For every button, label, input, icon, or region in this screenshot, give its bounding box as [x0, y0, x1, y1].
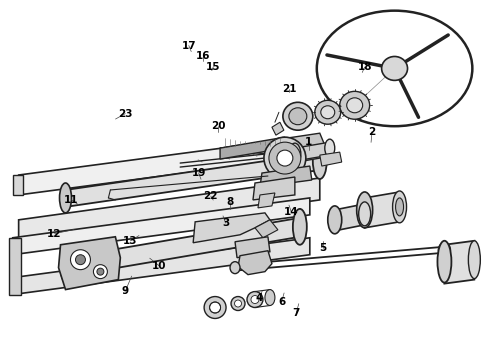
Ellipse shape [269, 142, 301, 174]
Polygon shape [235, 237, 270, 258]
Ellipse shape [328, 206, 342, 234]
Text: 17: 17 [181, 41, 196, 50]
Text: 22: 22 [203, 191, 218, 201]
Ellipse shape [347, 98, 363, 113]
Text: 4: 4 [256, 293, 263, 303]
Ellipse shape [438, 241, 451, 283]
Polygon shape [295, 142, 330, 161]
Polygon shape [66, 218, 300, 276]
Polygon shape [335, 204, 365, 231]
Text: 12: 12 [47, 229, 62, 239]
Text: 20: 20 [211, 121, 225, 131]
Text: 1: 1 [305, 138, 312, 147]
Polygon shape [253, 177, 295, 200]
Ellipse shape [321, 106, 335, 119]
Polygon shape [66, 153, 320, 207]
Ellipse shape [204, 297, 226, 319]
Text: 7: 7 [293, 308, 300, 318]
Polygon shape [255, 220, 278, 238]
Polygon shape [13, 198, 310, 255]
Ellipse shape [61, 254, 71, 282]
Polygon shape [13, 238, 310, 294]
Ellipse shape [283, 102, 313, 130]
Polygon shape [9, 238, 21, 294]
Text: 19: 19 [192, 168, 206, 178]
Ellipse shape [235, 300, 242, 307]
Ellipse shape [293, 209, 307, 245]
Text: 16: 16 [196, 51, 211, 61]
Polygon shape [238, 251, 272, 275]
Ellipse shape [325, 139, 335, 157]
Ellipse shape [340, 91, 369, 119]
Polygon shape [220, 137, 285, 159]
Ellipse shape [315, 100, 341, 124]
Text: 2: 2 [368, 127, 376, 136]
Ellipse shape [251, 296, 259, 303]
Ellipse shape [357, 192, 372, 228]
Text: 5: 5 [319, 243, 327, 253]
Ellipse shape [230, 262, 240, 274]
Ellipse shape [395, 198, 404, 216]
Polygon shape [260, 166, 312, 187]
Polygon shape [258, 193, 275, 208]
Text: 23: 23 [118, 109, 132, 119]
Text: 10: 10 [152, 261, 167, 271]
Ellipse shape [231, 297, 245, 310]
Ellipse shape [289, 143, 301, 165]
Text: 14: 14 [284, 207, 299, 217]
Text: 6: 6 [278, 297, 285, 307]
Ellipse shape [392, 191, 407, 223]
Polygon shape [13, 175, 23, 195]
Text: 8: 8 [227, 197, 234, 207]
Text: 13: 13 [123, 236, 137, 246]
Text: 11: 11 [64, 195, 79, 205]
Ellipse shape [313, 143, 327, 179]
Polygon shape [220, 133, 325, 165]
Text: 3: 3 [222, 218, 229, 228]
Ellipse shape [264, 137, 306, 179]
Polygon shape [19, 135, 320, 195]
Polygon shape [320, 152, 342, 166]
Ellipse shape [277, 150, 293, 166]
Polygon shape [58, 237, 121, 289]
Ellipse shape [210, 302, 220, 313]
Ellipse shape [439, 243, 450, 257]
Ellipse shape [468, 241, 480, 279]
Ellipse shape [71, 250, 91, 270]
Ellipse shape [289, 108, 307, 125]
Ellipse shape [94, 265, 107, 279]
Polygon shape [272, 122, 284, 135]
Ellipse shape [247, 292, 263, 307]
Polygon shape [193, 213, 270, 243]
Text: 21: 21 [282, 84, 296, 94]
Text: 15: 15 [206, 62, 220, 72]
Ellipse shape [382, 57, 408, 80]
Ellipse shape [382, 59, 407, 78]
Polygon shape [444, 241, 474, 284]
Ellipse shape [359, 202, 370, 226]
Polygon shape [19, 178, 320, 242]
Ellipse shape [59, 183, 72, 213]
Text: 9: 9 [122, 286, 129, 296]
Ellipse shape [97, 268, 104, 275]
Polygon shape [365, 192, 399, 228]
Text: 18: 18 [358, 62, 372, 72]
Ellipse shape [75, 255, 85, 265]
Ellipse shape [265, 289, 275, 306]
